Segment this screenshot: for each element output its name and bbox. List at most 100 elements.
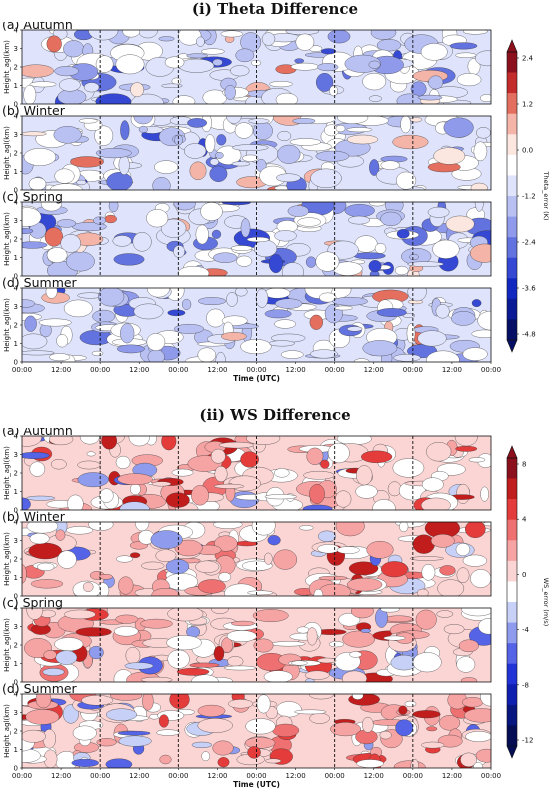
contour-region (436, 610, 454, 618)
contour-region (315, 251, 340, 272)
colorbar-segment (507, 478, 517, 500)
section-title-theta: (i) Theta Difference (191, 0, 359, 18)
contour-region (402, 313, 416, 318)
x-axis-title: Time (UTC) (233, 374, 280, 383)
contour-region (59, 78, 81, 92)
contour-region (470, 569, 491, 588)
contour-region (329, 641, 344, 648)
panel-label: (a) Autumn (2, 22, 73, 32)
colorbar-bottom-extension (506, 745, 518, 759)
contour-region (164, 56, 185, 69)
contour-region (118, 576, 134, 595)
contour-region (337, 116, 369, 124)
contour-region (197, 347, 217, 362)
colorbar-tick-label: -8 (522, 681, 529, 689)
contour-region (456, 656, 476, 673)
contour-region (120, 120, 130, 141)
contour-region (256, 694, 271, 714)
y-tick-label: 0 (14, 273, 18, 281)
contour-region (296, 626, 310, 634)
y-tick-label: 0 (14, 359, 18, 367)
contour-region (276, 701, 302, 718)
contour-region (394, 265, 409, 276)
contour-region (277, 131, 292, 141)
contour-region (437, 734, 463, 748)
contour-region (88, 645, 104, 660)
contour-region (88, 522, 114, 531)
contour-region (198, 297, 226, 305)
contour-region (220, 30, 243, 38)
contour-region (404, 700, 417, 707)
contour-region (114, 626, 139, 637)
contour-region (458, 639, 479, 653)
colorbar-segment (507, 581, 517, 603)
contour-region (380, 160, 400, 170)
contour-region (398, 705, 408, 715)
contour-region (130, 483, 141, 495)
contour-region (174, 324, 204, 334)
y-tick-label: 2 (14, 322, 18, 330)
contour-region (113, 253, 145, 266)
contour-region (456, 73, 482, 87)
contour-region (125, 646, 141, 665)
contour-region (221, 332, 247, 341)
contour-region (264, 309, 292, 319)
contour-region (476, 127, 491, 139)
contour-region (269, 340, 295, 347)
colorbar-bottom-extension (506, 339, 518, 353)
contour-region (465, 731, 491, 742)
contour-region (443, 117, 474, 138)
contour-region (309, 314, 323, 330)
y-axis-label: Height_agl(km) (3, 446, 11, 500)
colorbar-segment (507, 458, 517, 479)
contour-region (50, 459, 67, 470)
colorbar-segment (507, 257, 517, 279)
contour-region (305, 256, 317, 268)
contour-region (140, 618, 173, 629)
contour-region (240, 339, 272, 355)
contour-region (433, 147, 466, 165)
contour-region (294, 709, 327, 715)
contour-region (26, 608, 44, 620)
contour-region (362, 73, 387, 91)
contour-region (356, 465, 373, 486)
contour-region (56, 219, 77, 228)
colorbar-segment (507, 134, 517, 156)
contour-region (226, 116, 242, 124)
contour-region (264, 288, 291, 299)
contour-region (273, 549, 297, 570)
x-tick-label: 12:00 (442, 772, 462, 780)
contour-region (275, 92, 298, 104)
contour-region (209, 158, 219, 166)
contour-region (135, 522, 150, 532)
contour-region (187, 118, 207, 128)
contour-region (443, 624, 465, 635)
contour-region (115, 455, 131, 469)
contour-region (218, 441, 255, 449)
contour-region (351, 608, 374, 619)
contour-region (29, 81, 57, 88)
contour-region (406, 323, 416, 344)
contour-region (173, 202, 196, 211)
contour-region (156, 729, 180, 736)
x-tick-label: 00:00 (168, 772, 188, 780)
contour-region (241, 560, 273, 571)
colorbar-segment (507, 622, 517, 644)
y-tick-label: 3 (14, 623, 18, 631)
contour-region (60, 234, 81, 253)
contour-region (355, 484, 378, 499)
contour-region (342, 630, 375, 648)
contour-region (370, 30, 397, 40)
contour-region (76, 179, 87, 186)
y-tick-label: 1 (14, 660, 18, 668)
contour-region (54, 66, 79, 77)
contour-region (316, 73, 334, 92)
contour-region (83, 82, 100, 93)
contour-region (421, 497, 451, 510)
contour-region (435, 304, 450, 319)
contour-region (151, 481, 172, 487)
contour-region (186, 53, 208, 59)
contour-region (372, 499, 396, 510)
